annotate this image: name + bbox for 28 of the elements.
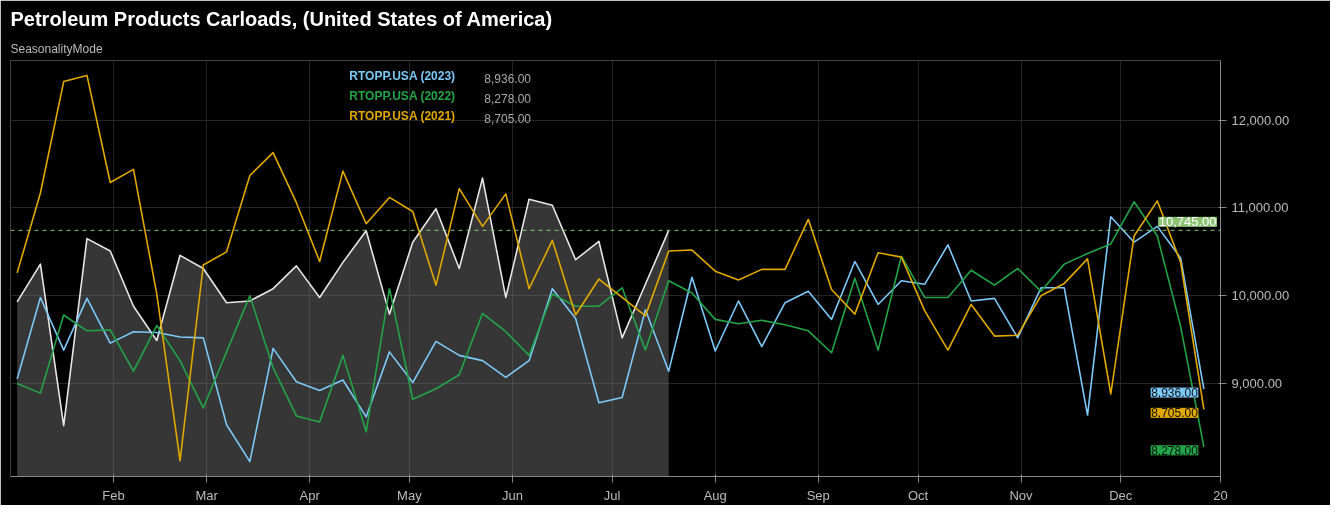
- data-label: 8,936.00: [1151, 386, 1199, 401]
- annotation: 8,278.00: [484, 91, 532, 106]
- y-tick-label: 12,000.00: [1231, 112, 1290, 128]
- x-tick-label: Jul: [603, 487, 621, 503]
- ref-line-label: 10,745.00: [1158, 214, 1217, 230]
- y-tick-label: 11,000.00: [1231, 200, 1289, 216]
- x-tick-label: May: [397, 487, 423, 503]
- x-tick-label: Apr: [299, 487, 321, 503]
- x-tick-label: 20: [1213, 487, 1228, 503]
- y-tick-label: 10,000.00: [1231, 288, 1290, 304]
- x-tick-label: Sep: [806, 487, 830, 503]
- text: RTOPP.USA (2021): [349, 108, 456, 123]
- x-tick-label: Oct: [907, 487, 929, 503]
- chart-subtitle: SeasonalityMode: [10, 41, 103, 56]
- data-label: 8,705.00: [1151, 406, 1199, 421]
- data-label: 8,278.00: [1151, 443, 1199, 458]
- x-tick-label: Feb: [102, 487, 125, 503]
- chart-title: Petroleum Products Carloads, (United States of America): [10, 7, 553, 30]
- annotation: 8,705.00: [484, 111, 532, 126]
- x-tick-label: Jun: [501, 487, 523, 503]
- x-tick-label: Aug: [703, 487, 727, 503]
- y-tick-label: 9,000.00: [1231, 375, 1283, 391]
- annotation: 8,936.00: [484, 71, 532, 86]
- x-tick-label: Nov: [1009, 487, 1034, 503]
- text: RTOPP.USA (2023): [349, 68, 456, 83]
- x-tick-label: Dec: [1109, 487, 1133, 503]
- x-tick-label: Mar: [195, 487, 219, 503]
- text: RTOPP.USA (2022): [349, 88, 456, 103]
